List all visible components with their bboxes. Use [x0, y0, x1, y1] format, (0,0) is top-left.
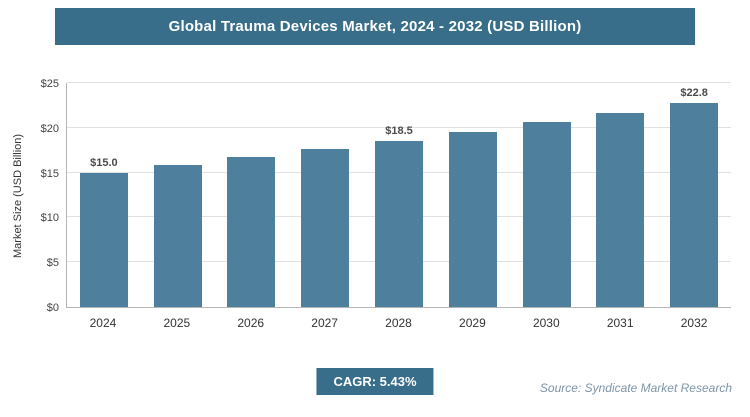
- bar-slot: [215, 83, 289, 307]
- bar-slot: [583, 83, 657, 307]
- bar-value-label: $18.5: [385, 125, 413, 138]
- bar-slot: [436, 83, 510, 307]
- bar: [670, 102, 719, 307]
- cagr-badge: CAGR: 5.43%: [316, 368, 434, 395]
- bars-container: $15.0 $18.5 $22.8: [67, 83, 731, 307]
- y-tick-label: $20: [40, 122, 59, 135]
- x-axis-labels: 2024 2025 2026 2027 2028 2029 2030 2031 2032: [66, 316, 731, 330]
- x-tick-label: 2030: [532, 316, 560, 330]
- x-tick-label: 2027: [311, 316, 338, 330]
- gridline: [67, 126, 731, 128]
- bar: [522, 122, 571, 307]
- bar: [227, 157, 276, 307]
- bar-value-label: $15.0: [90, 156, 118, 169]
- bar-slot: [288, 83, 362, 307]
- plot-area: $15.0 $18.5 $22.8: [66, 82, 731, 308]
- bar: [375, 141, 424, 307]
- y-tick-label: $0: [46, 302, 59, 314]
- y-tick-label: $25: [40, 78, 59, 90]
- x-tick-label: 2025: [163, 316, 191, 330]
- y-tick-label: $10: [40, 212, 59, 225]
- bar-value-label: $22.8: [680, 86, 708, 99]
- bar-slot: [141, 83, 215, 307]
- x-tick-label: 2024: [89, 316, 117, 330]
- chart-title-banner: Global Trauma Devices Market, 2024 - 203…: [55, 8, 695, 45]
- bar: [153, 165, 202, 307]
- bar-slot: $22.8: [657, 83, 731, 307]
- y-axis-title: Market Size (USD Billion): [12, 133, 24, 258]
- chart-area: Market Size (USD Billion) $0 $5 $10 $15 $20 $…: [8, 78, 731, 330]
- bar: [596, 112, 645, 307]
- x-tick-label: 2028: [385, 316, 412, 330]
- y-axis: $0 $5 $10 $15 $20 $25: [28, 78, 66, 314]
- x-tick-label: 2031: [606, 316, 634, 330]
- bar: [448, 132, 497, 307]
- bar-slot: $15.0: [67, 83, 141, 307]
- bar: [301, 149, 350, 307]
- bar: [79, 172, 128, 307]
- y-tick-label: $5: [46, 257, 59, 270]
- bar-slot: $18.5: [362, 83, 436, 307]
- x-tick-label: 2029: [459, 316, 486, 330]
- source-text: Source: Syndicate Market Research: [539, 381, 732, 395]
- x-tick-label: 2032: [680, 316, 708, 330]
- x-tick-label: 2026: [237, 316, 265, 330]
- gridline: [67, 82, 731, 83]
- y-tick-label: $15: [40, 167, 59, 180]
- bar-slot: [510, 83, 584, 307]
